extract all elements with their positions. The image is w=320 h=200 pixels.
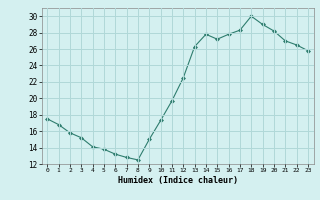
X-axis label: Humidex (Indice chaleur): Humidex (Indice chaleur) xyxy=(118,176,237,185)
